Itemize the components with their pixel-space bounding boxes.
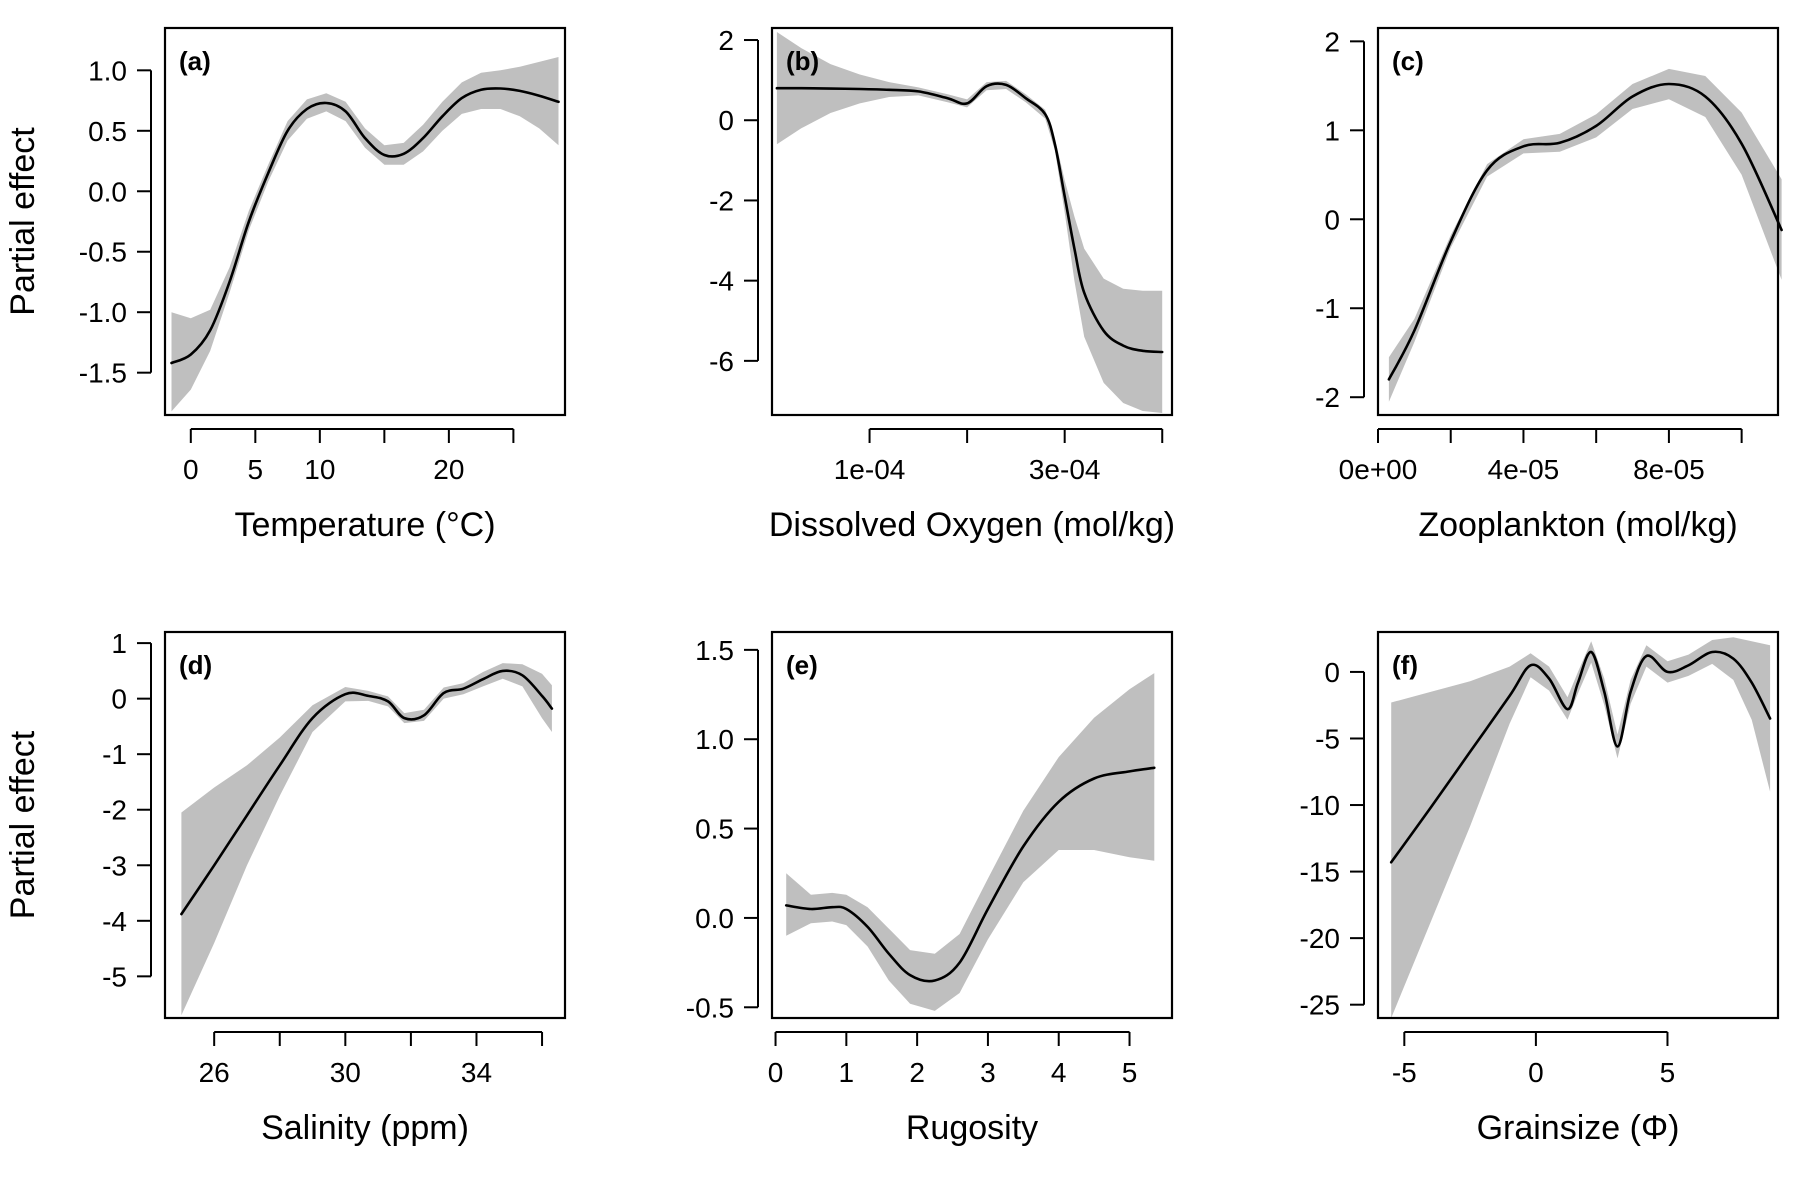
x-axis-label: Temperature (°C) (234, 506, 495, 544)
panel-b-dissolved-oxygen: 1e-04 3e-04 Dissolved Oxygen (mol/kg) -6 -4 -… (709, 25, 1175, 544)
y-tick-label: -25 (1300, 990, 1340, 1021)
y-tick-label: -1 (1315, 293, 1340, 324)
x-tick-label: 5 (248, 454, 264, 485)
y-tick-label: -20 (1300, 923, 1340, 954)
confidence-band (171, 57, 559, 412)
y-tick-label: 0.5 (88, 116, 127, 147)
fitted-curve (170, 87, 560, 365)
x-tick-label: -5 (1392, 1057, 1417, 1088)
x-tick-label: 0e+00 (1339, 454, 1418, 485)
y-tick-label: 0 (111, 684, 127, 715)
panel-label: (c) (1392, 46, 1424, 76)
y-axis-label: Partial effect (4, 730, 42, 919)
y-tick-label: 2 (1324, 26, 1340, 57)
x-tick-label: 26 (199, 1057, 230, 1088)
y-tick-label: -15 (1300, 857, 1340, 888)
y-tick-label: -2 (102, 795, 127, 826)
panel-label: (f) (1392, 650, 1418, 680)
panel-f-grainsize: -5 0 5 Grainsize (Φ) -25 -20 -15 -10 -5 0 (f) (1300, 630, 1780, 1147)
fitted-curve (1387, 82, 1783, 381)
x-tick-label: 4 (1051, 1057, 1067, 1088)
plot-frame (1376, 26, 1780, 417)
y-tick-label: 0 (1324, 657, 1340, 688)
x-tick-label: 20 (433, 454, 464, 485)
y-tick-label: 0 (1324, 204, 1340, 235)
fitted-curve (180, 669, 554, 916)
x-tick-label: 2 (909, 1057, 925, 1088)
x-tick-label: 0 (768, 1057, 784, 1088)
y-tick-label: 0 (718, 105, 734, 136)
x-tick-label: 34 (461, 1057, 492, 1088)
x-tick-label: 3e-04 (1029, 454, 1101, 485)
y-tick-label: -4 (102, 906, 127, 937)
x-tick-label: 4e-05 (1488, 454, 1560, 485)
x-tick-label: 0 (1528, 1057, 1544, 1088)
x-axis-label: Dissolved Oxygen (mol/kg) (769, 506, 1175, 544)
x-tick-label: 5 (1122, 1057, 1138, 1088)
plot-frame (163, 630, 567, 1020)
fitted-curve (775, 82, 1164, 354)
y-tick-label: 0.0 (88, 176, 127, 207)
y-tick-label: -6 (709, 346, 734, 377)
panel-label: (a) (179, 46, 211, 76)
panel-a-temperature: 0 5 10 20 Temperature (°C) -1.5 -1.0 -0.5 0.0 0.5… (4, 26, 567, 544)
confidence-band (776, 32, 1163, 413)
x-axis-label: Rugosity (906, 1109, 1038, 1147)
y-tick-label: -5 (102, 961, 127, 992)
y-tick-label: -1 (102, 739, 127, 770)
panel-label: (e) (786, 650, 818, 680)
y-tick-label: 1.5 (695, 635, 734, 666)
y-tick-label: 1.0 (88, 55, 127, 86)
plot-frame (1376, 630, 1780, 1020)
plot-frame (770, 630, 1174, 1020)
plot-frame (163, 26, 567, 417)
x-tick-label: 5 (1660, 1057, 1676, 1088)
x-tick-label: 8e-05 (1633, 454, 1705, 485)
y-tick-label: 1.0 (695, 724, 734, 755)
y-tick-label: -10 (1300, 790, 1340, 821)
y-tick-label: -1.5 (79, 358, 127, 389)
y-tick-label: 1 (1324, 115, 1340, 146)
panel-d-salinity: 26 30 34 Salinity (ppm) -5 -4 -3 -2 -1 0 1 Partial … (4, 628, 567, 1147)
x-tick-label: 0 (183, 454, 199, 485)
panel-label: (b) (786, 46, 819, 76)
confidence-band (1391, 637, 1771, 1018)
x-axis-label: Zooplankton (mol/kg) (1418, 506, 1737, 544)
panel-c-zooplankton: 0e+00 4e-05 8e-05 Zooplankton (mol/kg) -2 -1 0… (1315, 26, 1783, 544)
y-tick-label: 1 (111, 628, 127, 659)
x-axis-label: Grainsize (Φ) (1477, 1109, 1680, 1147)
plot-frame (770, 26, 1174, 417)
x-tick-label: 1e-04 (834, 454, 906, 485)
x-tick-label: 1 (839, 1057, 855, 1088)
fitted-curve (784, 766, 1156, 983)
x-axis-label: Salinity (ppm) (261, 1109, 469, 1147)
y-tick-label: 2 (718, 25, 734, 56)
y-tick-label: 0.0 (695, 903, 734, 934)
y-tick-label: -0.5 (79, 237, 127, 268)
fitted-curve (1389, 650, 1772, 864)
y-tick-label: -2 (1315, 382, 1340, 413)
y-tick-label: -3 (102, 850, 127, 881)
x-tick-label: 30 (330, 1057, 361, 1088)
y-tick-label: -5 (1315, 723, 1340, 754)
y-tick-label: -0.5 (686, 992, 734, 1023)
y-tick-label: 0.5 (695, 814, 734, 845)
confidence-band (181, 663, 552, 1016)
confidence-band (1388, 68, 1782, 402)
y-tick-label: -1.0 (79, 297, 127, 328)
panel-label: (d) (179, 650, 212, 680)
y-axis-label: Partial effect (4, 127, 42, 316)
x-tick-label: 10 (304, 454, 335, 485)
x-tick-label: 3 (980, 1057, 996, 1088)
panel-e-rugosity: 0 1 2 3 4 5 Rugosity -0.5 0.0 0.5 1.0 1.5 (e) (686, 630, 1174, 1147)
y-tick-label: -2 (709, 185, 734, 216)
y-tick-label: -4 (709, 266, 734, 297)
confidence-band (786, 673, 1155, 1011)
